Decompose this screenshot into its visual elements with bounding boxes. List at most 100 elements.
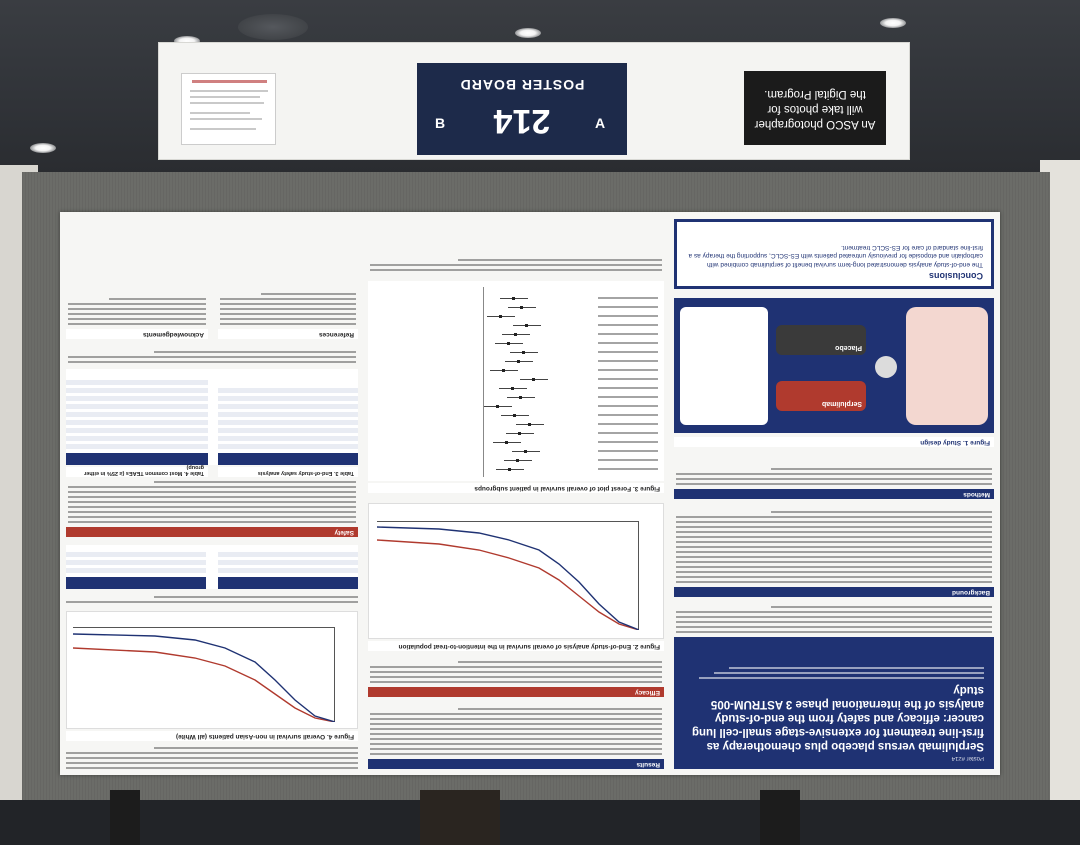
table-row bbox=[218, 436, 358, 441]
forest-row-label bbox=[598, 468, 658, 470]
section-header-references: References bbox=[218, 329, 358, 339]
results-text bbox=[370, 705, 662, 755]
table-row bbox=[66, 428, 208, 433]
background-text bbox=[676, 508, 992, 583]
table-row bbox=[66, 420, 208, 425]
response-tables bbox=[66, 545, 358, 589]
table-row bbox=[66, 436, 208, 441]
table-row bbox=[66, 404, 208, 409]
table4-caption: Table 4. Most common TEAEs (≥ 25% in eit… bbox=[66, 464, 208, 477]
forest-point bbox=[519, 396, 523, 399]
forest-point bbox=[504, 441, 508, 444]
notice-line: An ASCO photographer bbox=[754, 118, 876, 130]
forest-point bbox=[515, 459, 519, 462]
poster-title: Serplulimab versus placebo plus chemothe… bbox=[691, 684, 984, 752]
section-header-efficacy: Efficacy bbox=[368, 687, 664, 697]
table-row bbox=[66, 444, 208, 449]
forest-row-label bbox=[598, 432, 658, 434]
study-design-diagram: Serplulimab Placebo bbox=[674, 298, 994, 433]
conclusions-title: Conclusions bbox=[928, 271, 983, 281]
placebo-curve bbox=[377, 526, 639, 630]
table-row bbox=[66, 388, 208, 393]
photographer-notice: An ASCO photographer will take photos fo… bbox=[744, 71, 886, 145]
table-row bbox=[218, 420, 358, 425]
figure3-caption: Figure 3. Forest plot of overall surviva… bbox=[368, 483, 664, 493]
table-row bbox=[218, 444, 358, 449]
notice-line: the Digital Program. bbox=[764, 88, 866, 100]
forest-plot bbox=[368, 281, 664, 481]
os-kaplan-meier-chart bbox=[368, 503, 664, 639]
visitor-silhouette bbox=[420, 790, 500, 845]
response-text bbox=[66, 593, 358, 603]
poster-board-sign: POSTER BOARD 214 A B An ASCO photographe… bbox=[158, 42, 910, 160]
table-row bbox=[218, 552, 358, 557]
forest-point bbox=[496, 405, 500, 408]
forest-point bbox=[524, 450, 527, 453]
visitor-silhouette bbox=[110, 790, 140, 845]
forest-row-label bbox=[598, 396, 658, 398]
board-side-b: B bbox=[435, 115, 446, 131]
forest-row-label bbox=[598, 351, 658, 353]
table-row bbox=[66, 560, 206, 565]
board-label: POSTER BOARD bbox=[459, 77, 585, 93]
inclusion-criteria-box bbox=[906, 307, 988, 425]
forest-point bbox=[518, 432, 521, 435]
forest-row-label bbox=[598, 342, 658, 344]
km-curves bbox=[377, 526, 639, 630]
forest-row-label bbox=[598, 360, 658, 362]
table-row bbox=[218, 412, 358, 417]
forest-point bbox=[521, 351, 525, 354]
section-header-methods: Methods bbox=[674, 489, 994, 499]
table-row bbox=[218, 560, 358, 565]
references-text bbox=[220, 290, 356, 325]
footer-text bbox=[370, 256, 662, 271]
endpoints-box bbox=[680, 307, 768, 425]
placebo-arm-box: Placebo bbox=[776, 325, 866, 355]
table-header bbox=[66, 453, 208, 465]
affiliations-text bbox=[676, 603, 992, 633]
arm-label: Placebo bbox=[835, 344, 862, 351]
ceiling-light bbox=[30, 143, 56, 153]
km-curves bbox=[73, 633, 335, 722]
forest-row-label bbox=[598, 297, 658, 299]
sign-thumbnail bbox=[181, 73, 276, 145]
forest-point bbox=[514, 333, 518, 336]
section-header-results: Results bbox=[368, 759, 664, 769]
methods-text bbox=[676, 465, 992, 485]
subgroup-text bbox=[66, 744, 358, 769]
forest-point bbox=[527, 423, 531, 426]
figure1-caption: Figure 1. Study design bbox=[674, 437, 994, 447]
forest-point bbox=[510, 387, 514, 390]
forest-row-label bbox=[598, 450, 658, 452]
forest-row-label bbox=[598, 441, 658, 443]
non-asian-km-chart bbox=[66, 611, 358, 729]
table-row bbox=[218, 428, 358, 433]
efficacy-text bbox=[370, 658, 662, 683]
forest-point bbox=[502, 369, 506, 372]
table-row bbox=[66, 568, 206, 573]
forest-row-label bbox=[598, 333, 658, 335]
conclusions-box: Conclusions The end-of-study analysis de… bbox=[674, 219, 994, 289]
randomization-node bbox=[875, 356, 897, 378]
forest-point bbox=[498, 315, 502, 318]
forest-row-label bbox=[598, 369, 658, 371]
safety-tables bbox=[66, 369, 358, 465]
conclusions-text: The end-of-study analysis demonstrated l… bbox=[688, 244, 983, 268]
table-header bbox=[218, 453, 358, 465]
table-row bbox=[218, 568, 358, 573]
visitor-silhouette bbox=[760, 790, 800, 845]
research-poster: Poster #214 Serplulimab versus placebo p… bbox=[60, 212, 1000, 775]
forest-ref-line bbox=[483, 287, 484, 477]
poster-title-block: Poster #214 Serplulimab versus placebo p… bbox=[674, 637, 994, 769]
poster-number: Poster #214 bbox=[951, 755, 984, 761]
ceiling-light bbox=[174, 36, 200, 46]
table-row bbox=[66, 552, 206, 557]
ceiling-light bbox=[515, 28, 541, 38]
figure2-caption: Figure 2. End-of-study analysis of overa… bbox=[368, 641, 664, 651]
forest-point bbox=[507, 342, 511, 345]
forest-point bbox=[508, 468, 512, 471]
serplulimab-curve bbox=[377, 539, 639, 630]
forest-point bbox=[520, 306, 524, 309]
section-header-safety: Safety bbox=[66, 527, 358, 537]
section-header-acknowledgements: Acknowledgements bbox=[66, 329, 208, 339]
